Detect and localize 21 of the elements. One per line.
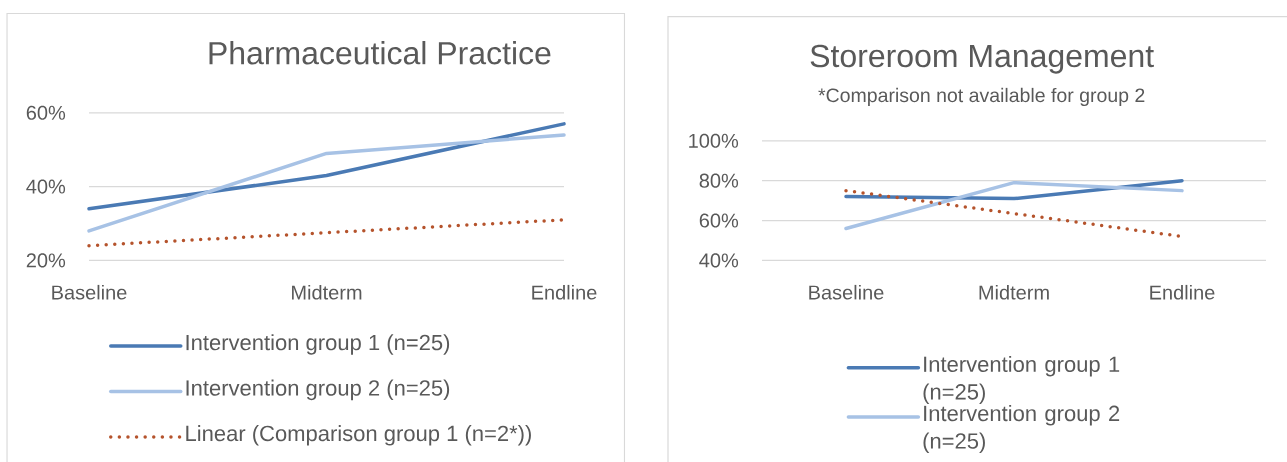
y-tick-label: 80% [699, 173, 739, 188]
legend-label: Intervention group 2 (n=25) [923, 405, 1120, 454]
y-tick-label: 100% [689, 133, 739, 148]
x-tick-label: Endline [532, 284, 597, 300]
x-tick-label: Baseline [809, 284, 884, 300]
x-tick-label: Baseline [52, 284, 127, 300]
x-tick-label: Midterm [979, 284, 1049, 300]
y-tick-label: 60% [26, 105, 66, 120]
chart-subtitle: *Comparison not available for group 2 [818, 87, 1145, 107]
y-tick-label: 60% [699, 213, 739, 228]
chart-title: Storeroom Management [810, 44, 1154, 74]
legend-label: Intervention group 1 (n=25) [186, 334, 450, 355]
y-tick-label: 20% [26, 253, 66, 268]
legend-label: Linear (Comparison group 1 (n=2*)) [186, 425, 531, 446]
legend-label: Intervention group 2 (n=25) [186, 379, 450, 401]
x-tick-label: Midterm [292, 284, 362, 300]
chart-title: Pharmaceutical Practice [209, 41, 551, 65]
x-tick-label: Endline [1150, 284, 1215, 300]
y-tick-label: 40% [26, 179, 66, 194]
legend-label: Intervention group 1 (n=25) [923, 355, 1120, 404]
y-tick-label: 40% [699, 253, 739, 268]
